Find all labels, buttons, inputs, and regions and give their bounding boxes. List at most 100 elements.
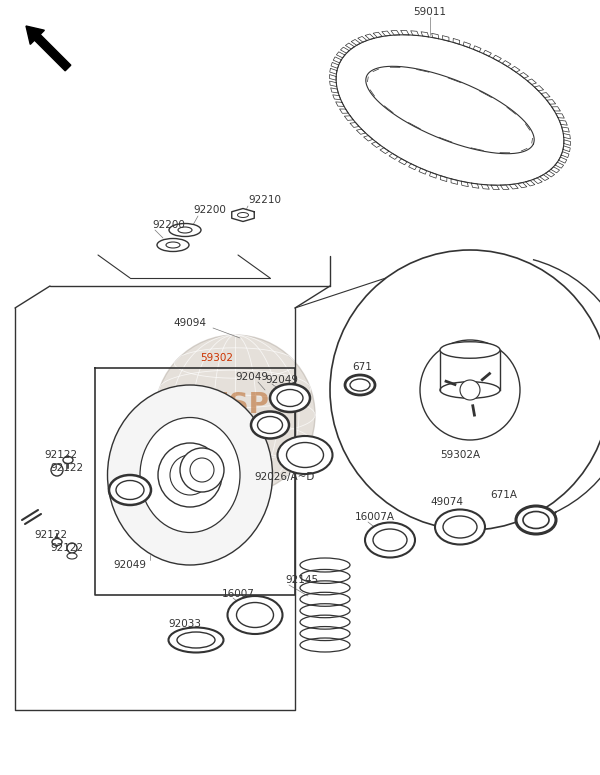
- Polygon shape: [502, 60, 511, 67]
- Circle shape: [330, 250, 600, 530]
- Ellipse shape: [270, 384, 310, 412]
- Text: 49094: 49094: [173, 318, 206, 328]
- Ellipse shape: [169, 223, 201, 236]
- Polygon shape: [350, 122, 359, 127]
- Polygon shape: [562, 127, 569, 132]
- Ellipse shape: [345, 375, 375, 395]
- Polygon shape: [547, 100, 556, 104]
- Polygon shape: [481, 184, 489, 189]
- Circle shape: [51, 464, 63, 476]
- Polygon shape: [473, 46, 481, 52]
- Polygon shape: [539, 174, 549, 181]
- Polygon shape: [351, 40, 361, 45]
- Polygon shape: [520, 73, 529, 78]
- Polygon shape: [330, 68, 337, 74]
- FancyArrow shape: [26, 26, 71, 71]
- Polygon shape: [366, 67, 534, 153]
- Ellipse shape: [440, 382, 500, 398]
- Polygon shape: [401, 30, 409, 35]
- Polygon shape: [533, 177, 542, 184]
- Circle shape: [180, 448, 224, 492]
- Ellipse shape: [516, 506, 556, 534]
- Text: 59302: 59302: [200, 353, 233, 363]
- Circle shape: [190, 458, 214, 482]
- Polygon shape: [382, 31, 391, 36]
- Polygon shape: [463, 42, 470, 48]
- Ellipse shape: [107, 385, 272, 565]
- Text: 92122: 92122: [50, 463, 83, 473]
- Polygon shape: [527, 79, 536, 84]
- Ellipse shape: [140, 418, 240, 532]
- Ellipse shape: [435, 509, 485, 545]
- Polygon shape: [364, 136, 373, 141]
- Polygon shape: [541, 92, 550, 98]
- Polygon shape: [331, 88, 338, 93]
- Text: 92145: 92145: [285, 575, 318, 585]
- Ellipse shape: [236, 602, 274, 628]
- Polygon shape: [440, 176, 447, 181]
- Text: 16007A: 16007A: [355, 512, 395, 522]
- Ellipse shape: [443, 516, 477, 538]
- Text: 59302A: 59302A: [440, 450, 480, 460]
- Polygon shape: [333, 57, 341, 63]
- Polygon shape: [356, 129, 365, 134]
- Polygon shape: [340, 47, 349, 53]
- Polygon shape: [552, 107, 560, 111]
- Text: MSP: MSP: [201, 391, 269, 419]
- Polygon shape: [373, 33, 382, 37]
- Ellipse shape: [277, 390, 303, 407]
- Polygon shape: [561, 152, 569, 157]
- Polygon shape: [563, 133, 571, 139]
- Ellipse shape: [523, 512, 549, 529]
- Ellipse shape: [63, 456, 73, 463]
- Text: SPARE PARTS: SPARE PARTS: [201, 426, 269, 436]
- Circle shape: [460, 380, 480, 400]
- Ellipse shape: [251, 412, 289, 439]
- Polygon shape: [526, 181, 535, 186]
- Polygon shape: [559, 157, 567, 163]
- Circle shape: [158, 443, 222, 507]
- Text: 92049: 92049: [113, 560, 146, 570]
- Polygon shape: [551, 167, 560, 173]
- Polygon shape: [493, 55, 502, 61]
- Polygon shape: [535, 86, 544, 91]
- Polygon shape: [500, 185, 509, 190]
- Ellipse shape: [109, 475, 151, 505]
- Ellipse shape: [350, 379, 370, 391]
- Text: 49074: 49074: [430, 497, 463, 507]
- Text: 671A: 671A: [490, 490, 517, 500]
- Polygon shape: [358, 36, 367, 42]
- Text: 92200: 92200: [152, 220, 185, 230]
- Polygon shape: [453, 39, 460, 44]
- Polygon shape: [509, 184, 518, 189]
- Polygon shape: [461, 181, 469, 187]
- Ellipse shape: [227, 596, 283, 634]
- Polygon shape: [430, 172, 437, 178]
- Polygon shape: [564, 140, 571, 146]
- Polygon shape: [442, 36, 449, 41]
- Polygon shape: [421, 32, 428, 37]
- Ellipse shape: [116, 480, 144, 500]
- Polygon shape: [344, 115, 353, 120]
- Polygon shape: [411, 31, 419, 36]
- Polygon shape: [232, 208, 254, 222]
- Text: 92200: 92200: [193, 205, 226, 215]
- Text: 92049: 92049: [265, 375, 298, 385]
- Polygon shape: [335, 102, 344, 106]
- Circle shape: [67, 543, 77, 553]
- Polygon shape: [365, 34, 374, 40]
- Polygon shape: [331, 63, 339, 68]
- Polygon shape: [371, 142, 380, 147]
- Polygon shape: [545, 171, 554, 177]
- Polygon shape: [483, 50, 491, 57]
- Ellipse shape: [257, 416, 283, 433]
- Text: 92122: 92122: [44, 450, 77, 460]
- Polygon shape: [336, 35, 564, 185]
- Polygon shape: [391, 30, 400, 35]
- Text: 671: 671: [352, 362, 372, 372]
- Polygon shape: [337, 52, 345, 58]
- Polygon shape: [389, 153, 398, 160]
- Polygon shape: [518, 183, 527, 188]
- Polygon shape: [398, 159, 407, 165]
- Ellipse shape: [277, 436, 332, 474]
